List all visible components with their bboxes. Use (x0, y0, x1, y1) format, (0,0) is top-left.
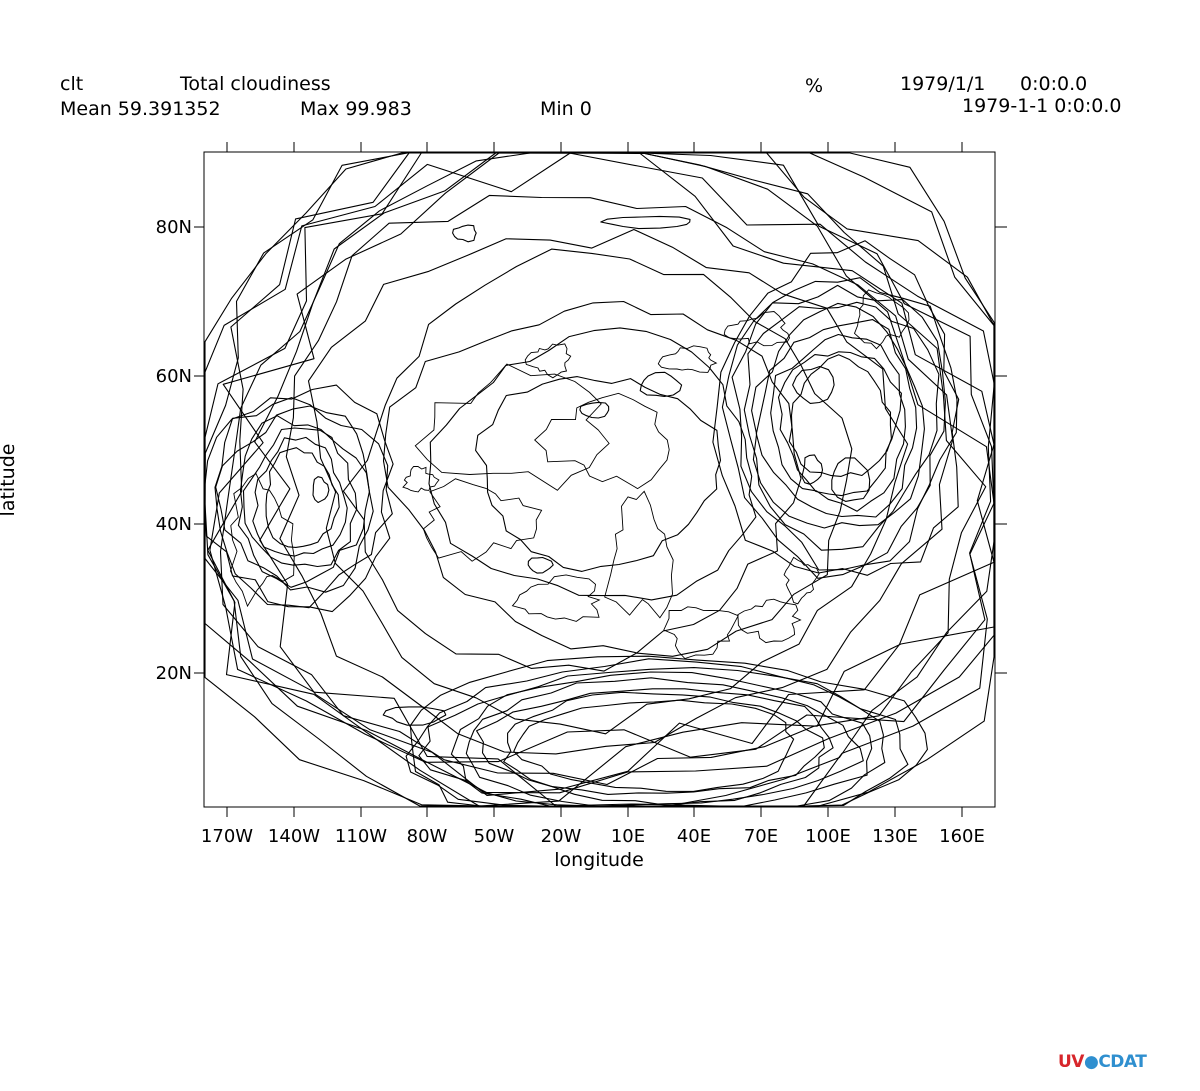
contour-line (513, 699, 795, 792)
x-tick-label: 110W (335, 826, 387, 847)
contour-line (503, 691, 825, 795)
contour-line (712, 240, 960, 576)
contour-line (242, 427, 358, 568)
contour-cell (452, 224, 477, 243)
contour-line (755, 319, 918, 518)
contour-cell (600, 215, 691, 230)
coastlines (230, 289, 910, 660)
y-tick-label: 60N (156, 366, 192, 387)
contour-lines (204, 152, 995, 807)
contour-cell (579, 401, 610, 419)
y-axis-title: latitude (0, 444, 19, 517)
contour-cell (382, 706, 447, 726)
max-label: Max 99.983 (300, 98, 412, 120)
x-axis: 170W 140W 110W 80W 50W 20W 10E 40E 70E 100E 130E 16… (201, 142, 985, 847)
timestamp-label: 1979-1-1 0:0:0.0 (962, 95, 1122, 117)
contour-cell (527, 556, 554, 574)
units-label: % (805, 75, 824, 97)
x-tick-label: 140W (268, 826, 320, 847)
contour-line (770, 333, 906, 512)
x-tick-label: 80W (407, 826, 448, 847)
x-tick-label: 130E (872, 826, 918, 847)
contour-cell (801, 454, 824, 485)
contour-line (450, 671, 873, 807)
contour-line (204, 384, 394, 613)
contour-line (721, 277, 958, 579)
contour-line (204, 152, 995, 807)
contour-line (254, 152, 995, 796)
coastline (534, 392, 670, 490)
contour-cell (312, 476, 330, 504)
logo-part-uv: UV (1058, 1052, 1084, 1072)
contour-line (204, 152, 995, 807)
contour-line (237, 415, 370, 588)
coastline (422, 478, 543, 562)
contour-line (207, 152, 995, 807)
contour-line (777, 351, 902, 497)
contour-line (209, 152, 995, 763)
contour-line (279, 194, 954, 755)
x-tick-label: 70E (744, 826, 778, 847)
coastline (663, 606, 739, 660)
x-tick-label: 10E (611, 826, 645, 847)
y-tick-label: 80N (156, 217, 192, 238)
contour-line (405, 658, 909, 807)
coastline (853, 289, 910, 350)
uvcdat-logo: UV●CDAT (1058, 1052, 1147, 1072)
x-tick-label: 40E (677, 826, 711, 847)
plot-frame (203, 151, 996, 808)
coastline (402, 466, 440, 493)
logo-part-cdat: CDAT (1098, 1052, 1147, 1072)
y-tick-label: 20N (156, 663, 192, 684)
date-label: 1979/1/1 (900, 73, 986, 95)
coastline (524, 343, 572, 379)
coastline (737, 598, 802, 644)
coastline (657, 345, 718, 373)
x-tick-label: 160E (939, 826, 985, 847)
contour-line (465, 677, 864, 807)
mean-label: Mean 59.391352 (60, 98, 221, 120)
contour-line (307, 228, 909, 735)
x-tick-label: 20W (541, 826, 582, 847)
contour-line (788, 354, 892, 477)
min-label: Min 0 (540, 98, 592, 120)
y-axis: 80N 60N 40N 20N (156, 217, 1007, 684)
contour-cell (639, 371, 683, 398)
contour-cell (792, 365, 835, 404)
contour-line (475, 376, 722, 572)
x-tick-label: 100E (805, 826, 851, 847)
contour-cell (831, 457, 871, 502)
coastline (230, 473, 295, 608)
coastline (604, 490, 674, 619)
variable-long-name: Total cloudiness (180, 73, 331, 95)
coastline (414, 363, 610, 491)
x-axis-title: longitude (554, 849, 644, 871)
contour-line (428, 327, 757, 601)
contour-line (252, 436, 348, 557)
contour-line (743, 301, 940, 551)
contour-line (265, 447, 340, 548)
time-label: 0:0:0.0 (1020, 73, 1088, 95)
variable-name: clt (60, 73, 84, 95)
x-tick-label: 170W (201, 826, 253, 847)
contour-line (219, 152, 987, 786)
x-tick-label: 50W (474, 826, 515, 847)
globe-icon: ● (1083, 1052, 1099, 1072)
contour-line (342, 248, 853, 672)
coastline (511, 574, 601, 622)
contour-line (731, 284, 946, 571)
y-tick-label: 40N (156, 514, 192, 535)
coastline (783, 556, 820, 605)
coastline (723, 311, 791, 347)
